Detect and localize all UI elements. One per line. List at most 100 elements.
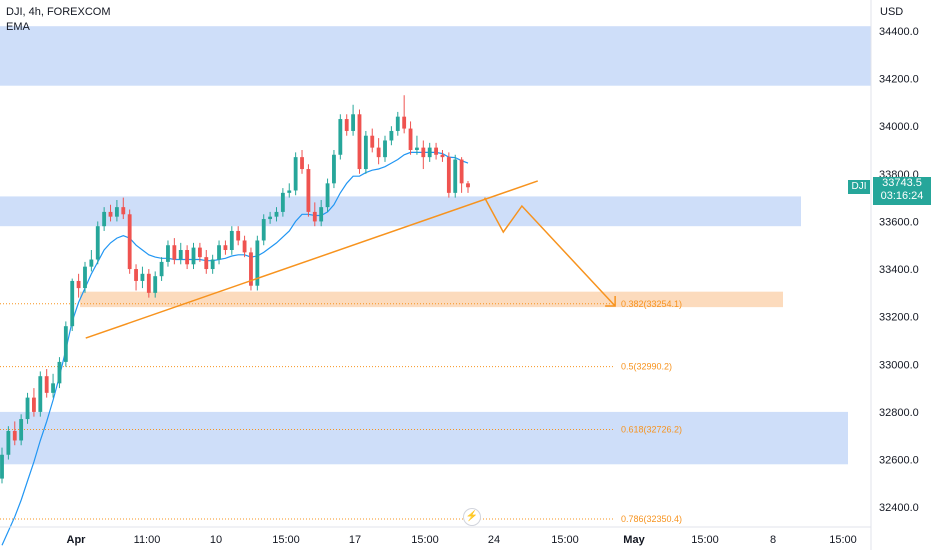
candle-body <box>159 261 164 277</box>
candle-body <box>274 211 279 217</box>
price-axis[interactable]: 34400.034200.034000.033800.033600.033400… <box>879 26 919 514</box>
fib-label: 0.382(33254.1) <box>621 299 682 309</box>
price-tick-label: 32400.0 <box>879 502 919 514</box>
candle-body <box>95 226 100 260</box>
candle-body <box>300 157 304 170</box>
candle-body <box>440 154 445 158</box>
candle-body <box>459 159 464 184</box>
candle-body <box>357 114 362 170</box>
time-tick-label: Apr <box>67 534 87 546</box>
candle-body <box>76 280 81 289</box>
price-tick-label: 34400.0 <box>879 26 919 38</box>
candle-body <box>312 211 317 222</box>
candle-body <box>217 245 221 260</box>
candle-body <box>249 252 253 286</box>
candle-body <box>25 397 30 420</box>
time-tick-label: 15:00 <box>691 534 719 546</box>
candle-body <box>236 230 241 241</box>
last-price-badge: 33743.5 03:16:24 <box>873 177 931 205</box>
currency-label[interactable]: USD <box>880 6 904 18</box>
candle-body <box>415 147 419 150</box>
candle-body <box>293 157 298 191</box>
candle-body <box>44 376 49 393</box>
time-tick-label: 15:00 <box>272 534 300 546</box>
candle-body <box>383 140 387 158</box>
time-tick-label: May <box>623 534 645 546</box>
candle-body <box>229 230 234 250</box>
zone-demand <box>0 411 848 465</box>
candle-body <box>408 128 413 150</box>
last-price: 33743.5 <box>882 177 922 189</box>
price-tick-label: 34200.0 <box>879 74 919 86</box>
price-tick-label: 33600.0 <box>879 216 919 228</box>
candle-body <box>223 245 228 250</box>
zone-demand <box>0 196 801 227</box>
candle-body <box>402 116 407 129</box>
candle-body <box>114 207 119 217</box>
candle-body <box>70 280 75 327</box>
time-tick-label: 24 <box>488 534 500 546</box>
symbol-badge: DJI <box>848 180 870 194</box>
zone-supply <box>0 26 871 86</box>
candle-body <box>185 250 190 265</box>
candle-body <box>38 376 43 412</box>
candle-body <box>434 147 438 155</box>
symbol-title[interactable]: DJI, 4h, FOREXCOM <box>6 6 111 18</box>
candle-body <box>389 130 394 141</box>
candle-body <box>395 116 400 131</box>
candle-body <box>421 147 426 158</box>
fib-label: 0.786(32350.4) <box>621 514 682 524</box>
candle-body <box>306 169 311 212</box>
candle-body <box>344 119 349 131</box>
time-tick-label: 15:00 <box>411 534 439 546</box>
zone-target <box>80 291 783 308</box>
time-tick-label: 15:00 <box>829 534 857 546</box>
candle-body <box>376 147 381 158</box>
indicator-label[interactable]: EMA <box>6 21 30 33</box>
candle-body <box>351 114 356 131</box>
candle-body <box>121 207 126 215</box>
candle-body <box>127 214 132 270</box>
projection-arrowhead <box>605 295 616 307</box>
candle-body <box>134 269 138 281</box>
candle-body <box>242 240 247 253</box>
time-tick-label: 17 <box>349 534 361 546</box>
price-tick-label: 34000.0 <box>879 121 919 133</box>
candle-body <box>146 273 151 293</box>
candle-body <box>12 430 17 441</box>
ema-layer <box>1 151 469 546</box>
candle-body <box>191 247 196 265</box>
candle-body <box>210 259 215 270</box>
candle-body <box>255 240 260 286</box>
candle-body <box>89 259 94 267</box>
candle-body <box>204 257 209 270</box>
drawings-layer <box>85 180 616 339</box>
candle-body <box>32 397 36 412</box>
candle-body <box>287 190 292 193</box>
candle-body <box>338 119 343 155</box>
time-tick-label: 8 <box>770 534 776 546</box>
price-tick-label: 33000.0 <box>879 359 919 371</box>
time-tick-label: 11:00 <box>134 534 161 546</box>
time-axis[interactable]: Apr 11:00 10 15:00 17 15:00 24 15:00 May 15:00 8 15… <box>67 534 857 546</box>
candle-body <box>102 211 107 227</box>
candle-body <box>19 419 24 441</box>
lightning-icon[interactable]: ⚡ <box>463 508 481 526</box>
candle-body <box>268 216 273 220</box>
fib-levels-layer: 0.382(33254.1) 0.5(32990.2) 0.618(32726.2)… <box>0 299 682 524</box>
candle-body <box>363 135 368 170</box>
candle-body <box>319 207 324 222</box>
candle-body <box>446 157 451 193</box>
candle-body <box>63 326 68 362</box>
projection-path <box>483 197 616 307</box>
candle-body <box>178 250 183 260</box>
candle-body <box>83 266 87 289</box>
candle-body <box>453 159 458 193</box>
bar-countdown: 03:16:24 <box>880 190 924 202</box>
candle-body <box>197 247 202 258</box>
trendline <box>85 180 539 339</box>
price-tick-label: 33200.0 <box>879 312 919 324</box>
candles-layer <box>0 95 470 484</box>
ema-line <box>1 151 469 546</box>
